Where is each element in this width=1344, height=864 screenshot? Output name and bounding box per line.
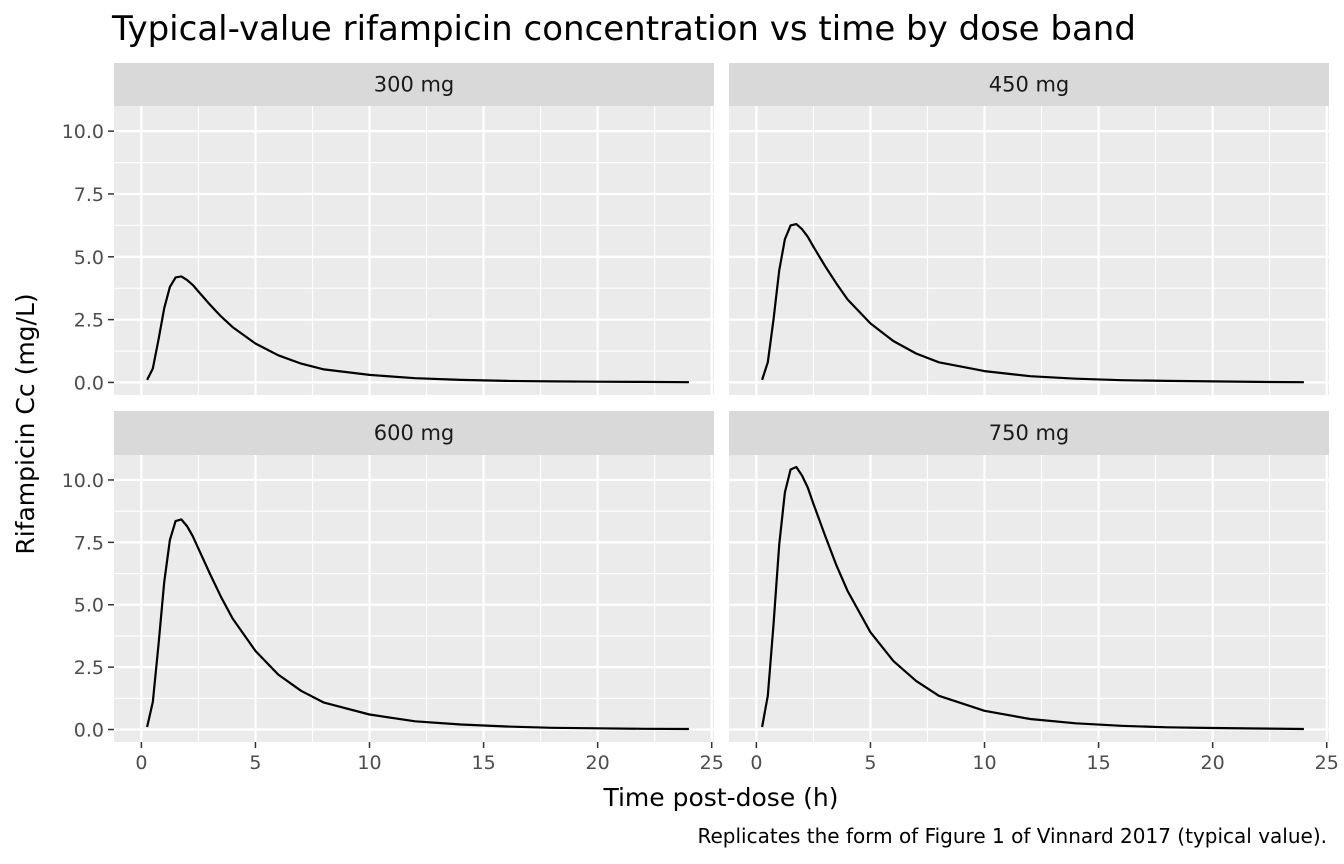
- facet-strip-background: [729, 63, 1329, 106]
- y-tick-label: 2.5: [74, 310, 104, 332]
- y-tick-label: 5.0: [74, 595, 104, 617]
- y-tick-label: 10.0: [62, 470, 104, 492]
- x-tick-label: 25: [700, 752, 724, 774]
- facet-strip-label: 600 mg: [374, 421, 455, 445]
- facet-strip-background: [114, 63, 714, 106]
- x-axis-title: Time post-dose (h): [602, 783, 838, 812]
- y-tick-label: 0.0: [74, 720, 104, 742]
- y-tick-label: 7.5: [74, 184, 104, 206]
- x-tick-label: 25: [1315, 752, 1339, 774]
- chart-caption: Replicates the form of Figure 1 of Vinna…: [697, 824, 1327, 848]
- x-tick-label: 15: [1086, 752, 1110, 774]
- x-tick-label: 5: [864, 752, 876, 774]
- concentration-line: [761, 465, 1304, 731]
- x-tick-label: 20: [586, 752, 610, 774]
- x-tick-label: 0: [135, 752, 147, 774]
- x-tick-label: 5: [249, 752, 261, 774]
- facet-panel-1: 300 mg 0.0 2.5 5.0 7.5 10.0: [62, 63, 714, 395]
- x-tick-label: 10: [357, 752, 381, 774]
- facet-panel-3: 600 mg 0.0 2.5 5.0 7.5 10.0 0 5 10 15 20 25: [62, 411, 724, 774]
- x-tick-label: 15: [471, 752, 495, 774]
- x-tick-label: 20: [1201, 752, 1225, 774]
- y-axis-title: Rifampicin Cc (mg/L): [11, 293, 40, 554]
- facet-panel-2: 450 mg: [729, 63, 1329, 395]
- y-tick-label: 10.0: [62, 121, 104, 143]
- panel-background: [729, 106, 1329, 395]
- facet-panels: 300 mg 0.0 2.5 5.0 7.5 10.0 450 mg 600 mg 0.0 2.5…: [62, 63, 1339, 774]
- panel-background: [114, 106, 714, 395]
- facet-strip-label: 300 mg: [374, 73, 455, 97]
- y-tick-label: 5.0: [74, 247, 104, 269]
- panel-background: [729, 455, 1329, 742]
- panel-background: [114, 455, 714, 742]
- y-tick-label: 7.5: [74, 532, 104, 554]
- facet-strip-background: [114, 411, 714, 455]
- x-tick-label: 10: [972, 752, 996, 774]
- facet-strip-label: 750 mg: [989, 421, 1070, 445]
- concentration-line: [146, 275, 689, 384]
- facet-strip-label: 450 mg: [989, 73, 1070, 97]
- facet-strip-background: [729, 411, 1329, 455]
- chart-title: Typical-value rifampicin concentration v…: [111, 9, 1136, 49]
- facet-panel-4: 750 mg 0 5 10 15 20 25: [729, 411, 1339, 774]
- concentration-line: [146, 518, 689, 731]
- y-tick-label: 0.0: [74, 372, 104, 394]
- y-tick-label: 2.5: [74, 657, 104, 679]
- concentration-line: [761, 223, 1304, 384]
- x-tick-label: 0: [750, 752, 762, 774]
